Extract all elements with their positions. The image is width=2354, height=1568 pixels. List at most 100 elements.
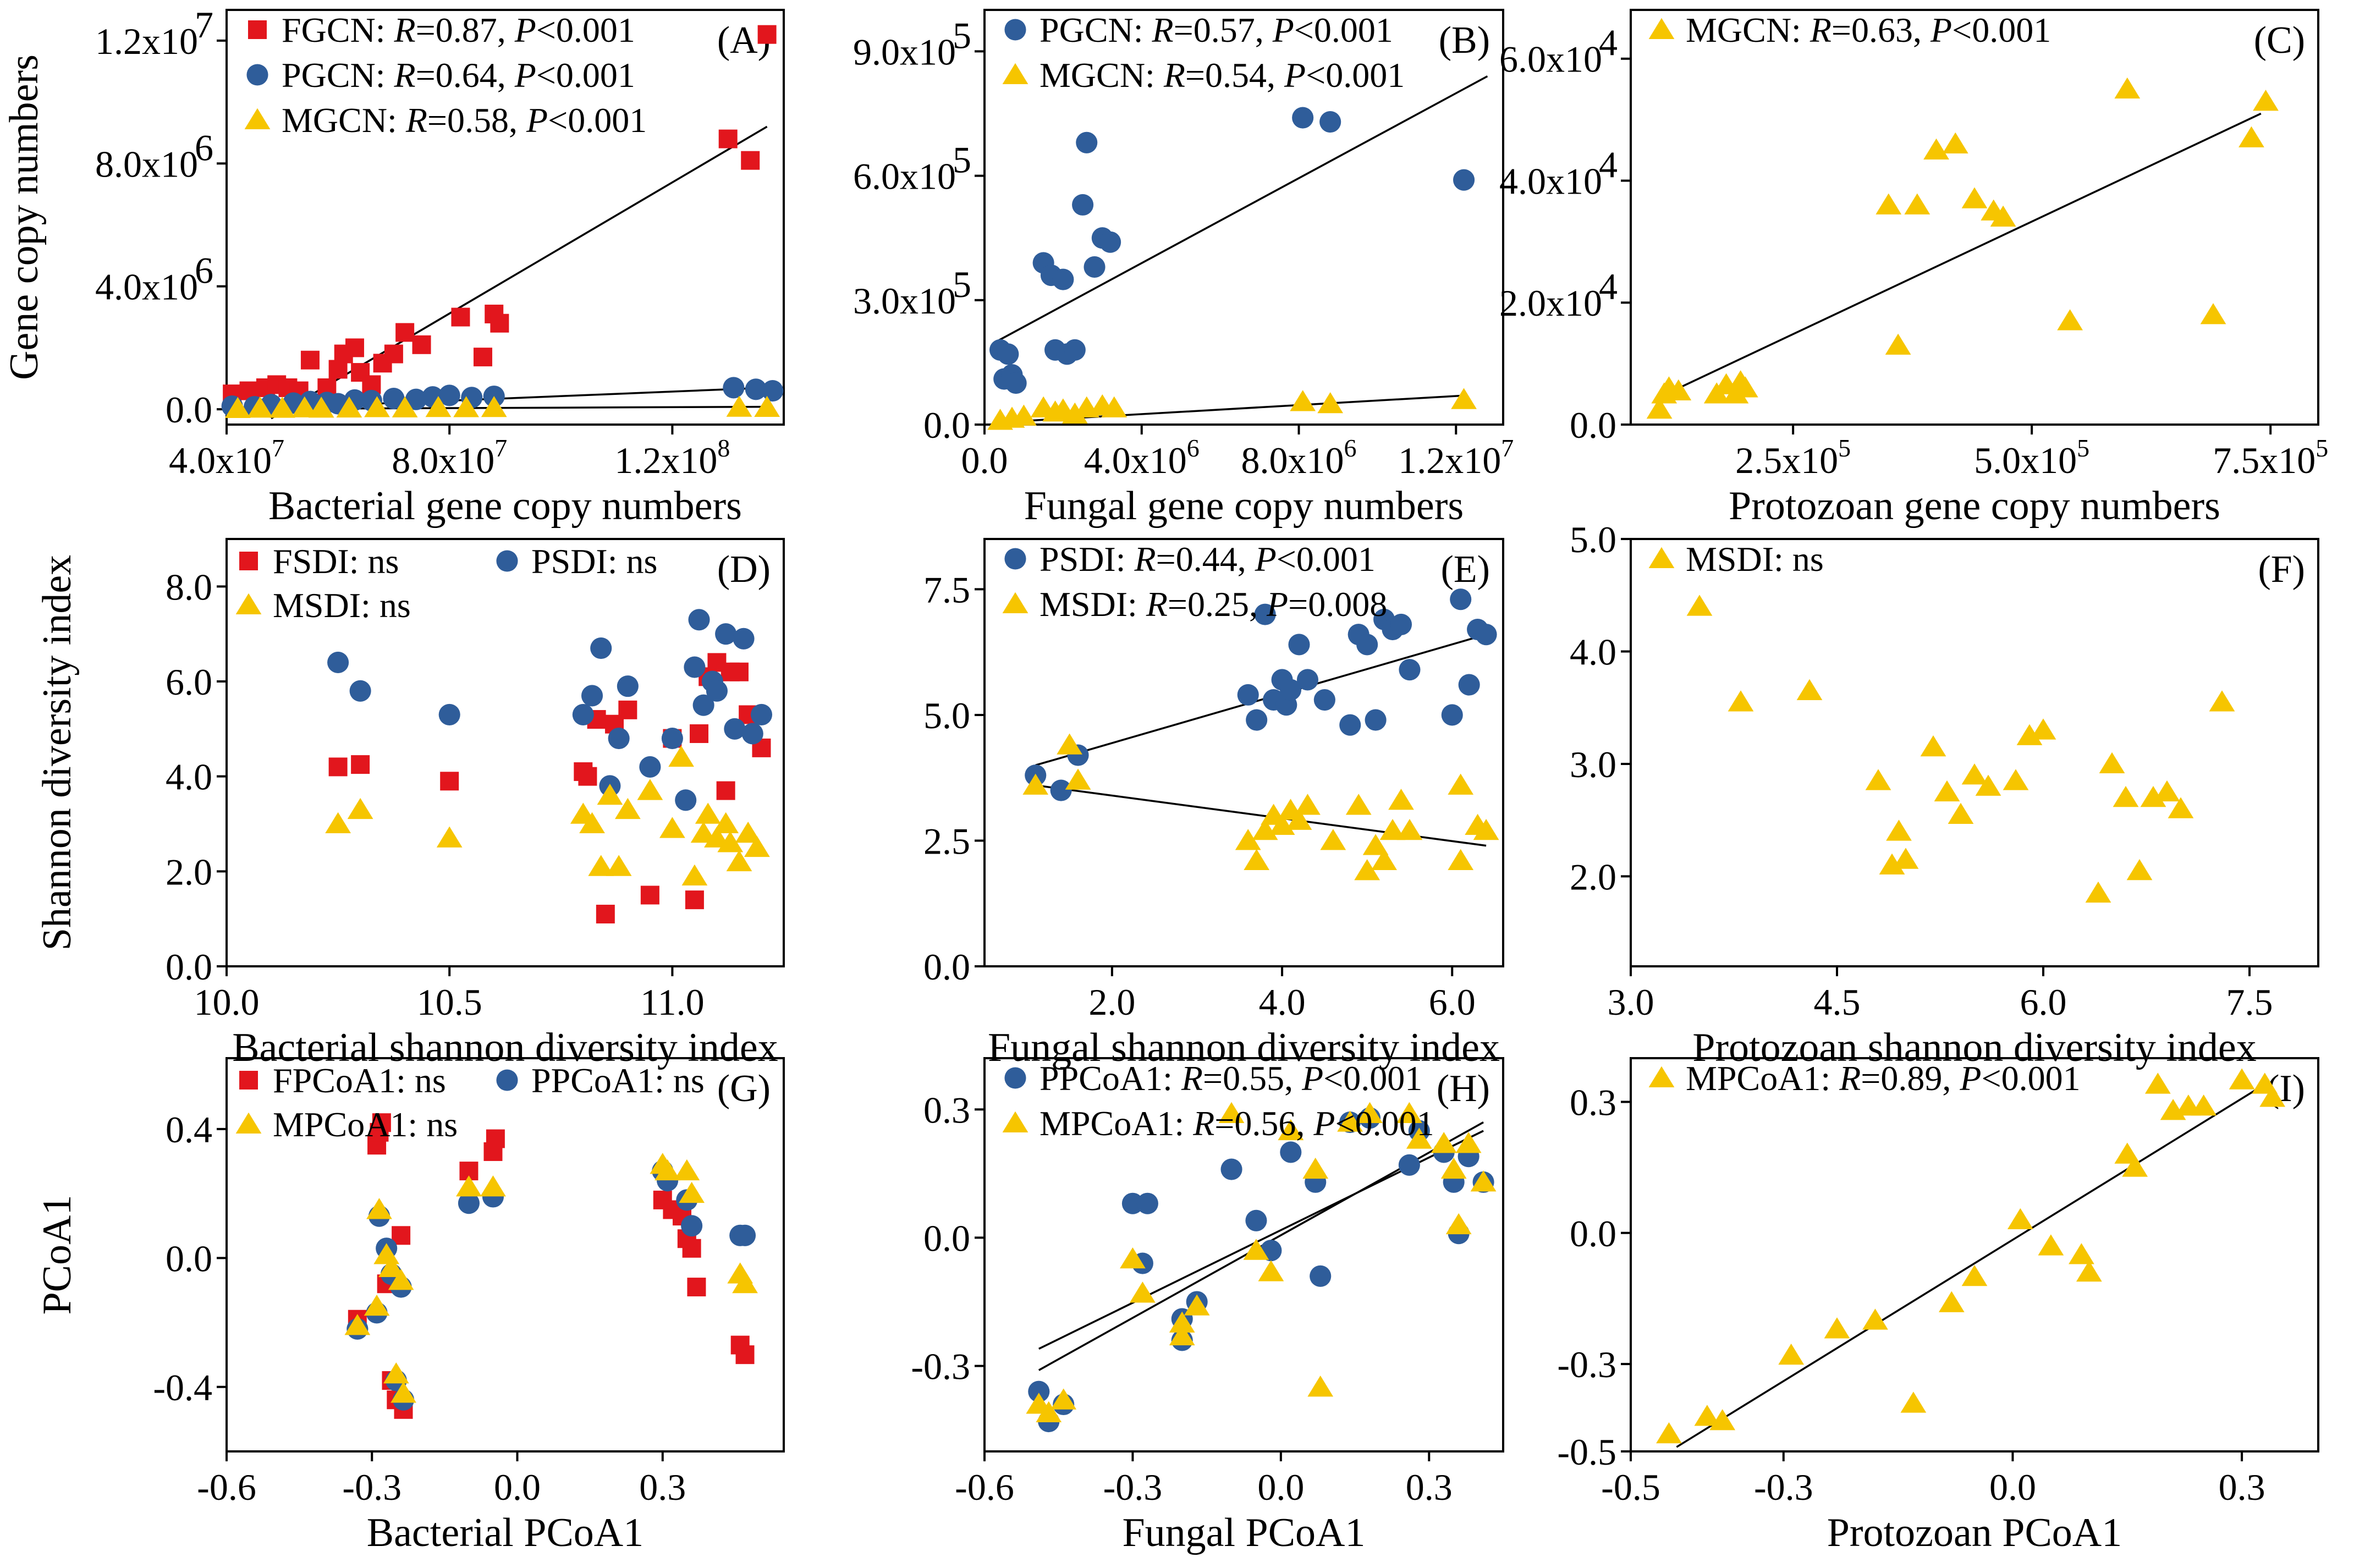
x-tick-exponent: 6 [1187, 434, 1200, 462]
data-point-m [1286, 808, 1312, 830]
data-point-p [661, 728, 683, 750]
y-tick-text: 8.0 [166, 566, 212, 608]
legend-stat-p-symbol: P [514, 10, 536, 49]
x-tick-label: 7.5 [2226, 981, 2273, 1023]
data-point-m [1778, 1343, 1805, 1365]
y-tick-label: 4.0x10 [1499, 160, 1602, 202]
legend-stat-p-symbol: P [1959, 1059, 1981, 1098]
x-tick-text: 0.0 [961, 439, 1008, 481]
data-point-p [745, 378, 767, 400]
data-point-p [458, 1192, 480, 1214]
plot-frame [983, 9, 1504, 426]
legend-stat-p-value: <0.001 [1294, 10, 1393, 49]
data-point-p [1237, 684, 1259, 706]
data-point-p [1084, 256, 1106, 278]
legend-stat-r-symbol: R [1810, 10, 1832, 49]
data-point-m [735, 822, 761, 843]
data-point-m [269, 397, 295, 418]
legend-marker-p [1004, 19, 1026, 41]
data-point-m [695, 802, 721, 824]
data-point-f [687, 1278, 706, 1297]
y-tick-text: 3.0 [1570, 744, 1616, 785]
data-point-f [578, 767, 597, 786]
x-tick-exponent: 5 [2316, 434, 2328, 462]
data-point-m [347, 797, 373, 819]
x-tick-text: -0.3 [1103, 1466, 1163, 1508]
legend-series-name: MGCN: [282, 101, 406, 140]
data-point-m [1862, 1308, 1888, 1330]
data-point-m [2154, 780, 2180, 802]
data-point-m [690, 822, 717, 843]
y-tick-label: -0.3 [911, 1346, 970, 1388]
legend-entry: FGCN: R=0.87, P<0.001 [282, 10, 635, 49]
y-tick-text: 0.0 [1570, 404, 1616, 446]
y-tick-label: 3.0 [1570, 744, 1616, 785]
data-point-p [684, 656, 706, 678]
legend-stat-r-value: =0.54, [1185, 56, 1284, 95]
data-point-m [2003, 769, 2029, 790]
data-point-f [300, 350, 320, 370]
x-tick-exponent: 5 [1838, 434, 1851, 462]
y-tick-label: 6.0x10 [1499, 38, 1602, 80]
data-point-m [1990, 205, 2016, 227]
legend-stat-p-value: <0.001 [1335, 1104, 1434, 1143]
data-point-m [1975, 774, 2001, 796]
legend-entry: MPCoA1: R=0.89, P<0.001 [1686, 1059, 2081, 1098]
x-tick-label: -0.3 [1754, 1466, 1813, 1508]
panel-i: -0.5 -0.3 0.0 0.3 -0.5 -0.3 0.0 0.3 Protozoan PC… [1557, 1057, 2319, 1555]
data-point-p [706, 680, 728, 702]
y-tick-label: 4.0x10 [95, 266, 198, 308]
y-tick-label: 7.5 [923, 569, 970, 610]
y-tick-text: 2.5 [923, 820, 970, 862]
data-point-p [1356, 634, 1378, 656]
x-tick-text: 0.3 [2219, 1466, 2265, 1508]
data-point-m [726, 850, 752, 872]
panel-label: (H) [1437, 1068, 1490, 1110]
data-point-m [1320, 829, 1346, 850]
data-point-p [1279, 679, 1302, 701]
x-tick-text: -0.5 [1601, 1466, 1660, 1508]
data-point-m [2030, 718, 2056, 740]
x-tick-text: 6.0 [1429, 981, 1476, 1023]
data-point-m [1473, 818, 1499, 840]
legend-stat-p-symbol: P [1266, 585, 1288, 624]
data-point-p [1296, 669, 1318, 691]
legend-marker-p [496, 1069, 518, 1091]
y-tick-label: 2.0x10 [1499, 282, 1602, 324]
x-tick-text: -0.6 [955, 1466, 1014, 1508]
y-tick-label: 5.0 [923, 695, 970, 736]
data-point-m [1317, 392, 1344, 414]
data-point-m [2016, 724, 2043, 745]
legend-series-name: FGCN: [282, 10, 394, 49]
legend-stat-r-value: =0.87, [416, 10, 515, 49]
data-point-p [617, 675, 639, 697]
data-point-f [490, 313, 509, 333]
x-tick-exponent: 7 [1501, 434, 1514, 462]
legend-marker-m [1648, 1066, 1675, 1087]
plot-frame [1630, 1057, 2319, 1453]
data-point-m [1920, 735, 1946, 757]
data-point-p [1245, 1209, 1267, 1231]
data-point-p [639, 756, 661, 778]
data-point-m [247, 397, 273, 418]
y-tick-text: 0.3 [1570, 1081, 1616, 1123]
legend-entry: MSDI: R=0.25, P=0.008 [1040, 585, 1387, 624]
data-point-m [1938, 1291, 1965, 1312]
data-point-p [692, 694, 714, 716]
x-tick-text: 5.0x10 [1974, 439, 2077, 481]
y-tick-text: 4.0x10 [95, 266, 198, 308]
x-tick-text: 4.5 [1814, 981, 1861, 1023]
data-point-p [1254, 603, 1276, 625]
data-point-p [733, 628, 755, 650]
data-point-p [438, 703, 460, 725]
x-tick-label: 0.0 [1257, 1466, 1304, 1508]
y-tick-exponent: 7 [195, 4, 213, 46]
data-point-m [436, 826, 463, 848]
data-point-m [2099, 752, 2125, 773]
x-tick-text: 3.0 [1608, 981, 1654, 1023]
data-point-p [383, 387, 405, 410]
data-point-p [349, 680, 371, 702]
data-point-m [713, 812, 739, 833]
legend-stat-p-symbol: P [1301, 1059, 1323, 1098]
